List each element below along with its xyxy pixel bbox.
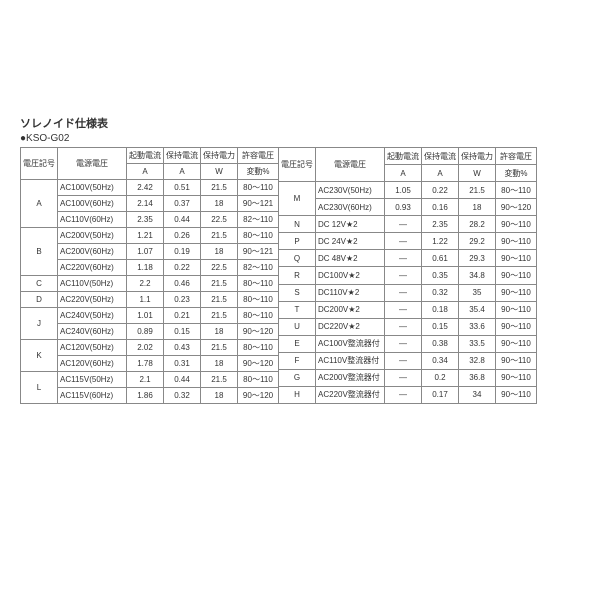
table-row: RDC100V★2—0.3534.890～110 <box>279 267 537 284</box>
table-row: SDC110V★2—0.323590～110 <box>279 284 537 301</box>
table-row: NDC 12V★2—2.3528.290～110 <box>279 216 537 233</box>
table-row: AC240V(60Hz)0.890.151890～120 <box>21 324 279 340</box>
table-row: GAC200V整流器付—0.236.890～110 <box>279 369 537 386</box>
table-row: CAC110V(50Hz)2.20.4621.580～110 <box>21 276 279 292</box>
table-row: AC120V(60Hz)1.780.311890～120 <box>21 356 279 372</box>
spec-tables: 電圧記号電源電圧起動電流保持電流保持電力許容電圧AAW変動%AAC100V(50… <box>20 147 580 404</box>
table-subtitle: ●KSO-G02 <box>20 133 580 144</box>
table-row: BAC200V(50Hz)1.210.2621.580～110 <box>21 228 279 244</box>
table-row: QDC 48V★2—0.6129.390～110 <box>279 250 537 267</box>
table-title: ソレノイド仕様表 <box>20 115 580 131</box>
table-row: AC230V(60Hz)0.930.161890～120 <box>279 199 537 216</box>
table-row: AC110V(60Hz)2.350.4422.582～110 <box>21 212 279 228</box>
table-row: AAC100V(50Hz)2.420.5121.580～110 <box>21 180 279 196</box>
table-row: AC115V(60Hz)1.860.321890～120 <box>21 388 279 404</box>
table-row: PDC 24V★2—1.2229.290～110 <box>279 233 537 250</box>
table-row: AC200V(60Hz)1.070.191890～121 <box>21 244 279 260</box>
table-row: KAC120V(50Hz)2.020.4321.580～110 <box>21 340 279 356</box>
table-row: UDC220V★2—0.1533.690～110 <box>279 318 537 335</box>
spec-table-left: 電圧記号電源電圧起動電流保持電流保持電力許容電圧AAW変動%AAC100V(50… <box>20 147 279 404</box>
table-row: TDC200V★2—0.1835.490～110 <box>279 301 537 318</box>
table-row: JAC240V(50Hz)1.010.2121.580～110 <box>21 308 279 324</box>
table-row: MAC230V(50Hz)1.050.2221.580～110 <box>279 182 537 199</box>
spec-table-right: 電圧記号電源電圧起動電流保持電流保持電力許容電圧AAW変動%MAC230V(50… <box>279 147 537 404</box>
table-row: AC100V(60Hz)2.140.371890～121 <box>21 196 279 212</box>
table-row: LAC115V(50Hz)2.10.4421.580～110 <box>21 372 279 388</box>
table-row: DAC220V(50Hz)1.10.2321.580～110 <box>21 292 279 308</box>
table-row: AC220V(60Hz)1.180.2222.582～110 <box>21 260 279 276</box>
table-row: FAC110V整流器付—0.3432.890～110 <box>279 352 537 369</box>
table-row: EAC100V整流器付—0.3833.590～110 <box>279 335 537 352</box>
table-row: HAC220V整流器付—0.173490～110 <box>279 386 537 403</box>
